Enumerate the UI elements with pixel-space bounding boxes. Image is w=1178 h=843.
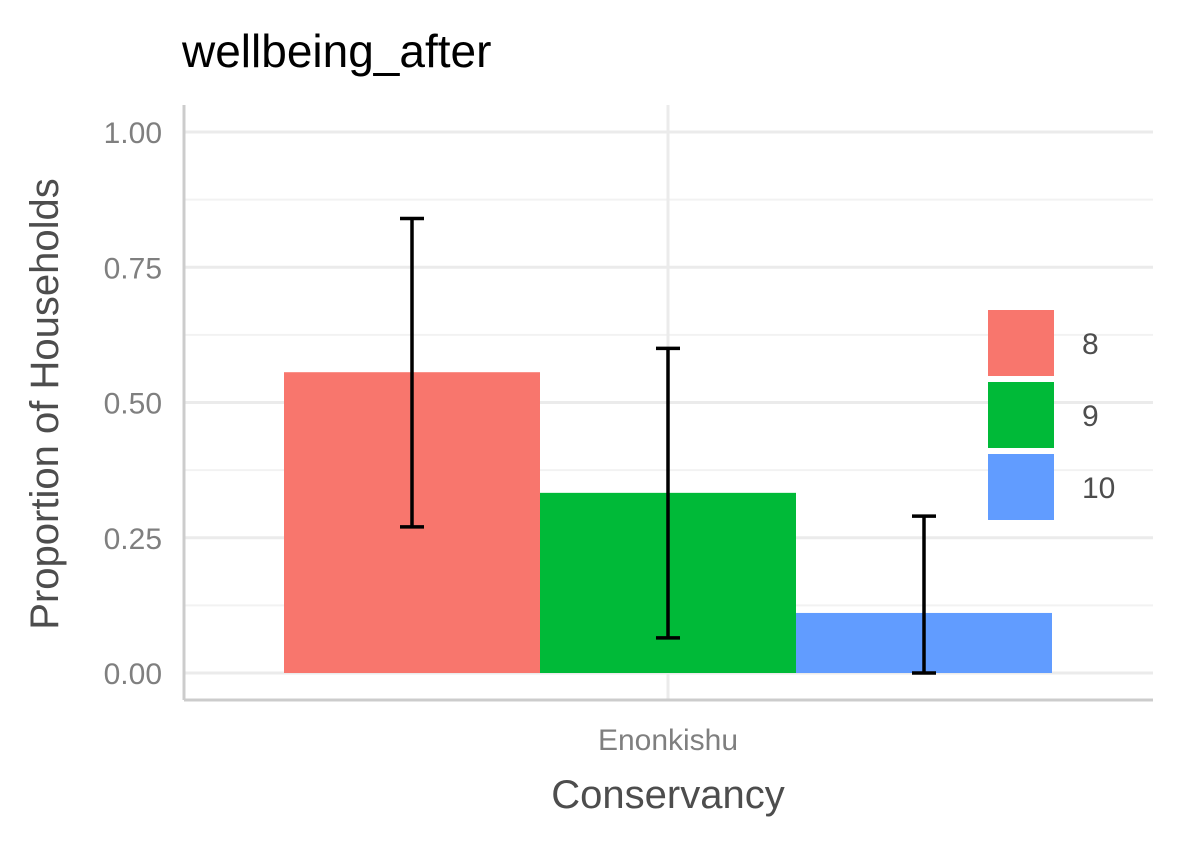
legend-label-10: 10 <box>1082 472 1115 505</box>
legend-key-9 <box>988 382 1054 448</box>
y-tick-label: 0.75 <box>104 252 162 285</box>
error-bar-series-8 <box>400 216 424 529</box>
legend-key-10 <box>988 454 1054 520</box>
legend-label-9: 9 <box>1082 400 1099 433</box>
y-tick-label: 0.25 <box>104 523 162 556</box>
legend-key-8 <box>988 310 1054 376</box>
legend: 8 9 10 <box>988 310 1115 520</box>
chart-title: wellbeing_after <box>181 25 491 77</box>
x-tick-labels: Enonkishu <box>598 724 738 757</box>
y-tick-label: 0.00 <box>104 658 162 691</box>
y-axis-title: Proportion of Households <box>23 178 67 629</box>
error-bars <box>400 216 936 675</box>
y-tick-label: 0.50 <box>104 388 162 421</box>
x-axis-title: Conservancy <box>551 773 784 817</box>
y-tick-label: 1.00 <box>104 117 162 150</box>
legend-label-8: 8 <box>1082 328 1099 361</box>
y-tick-labels: 0.00 0.25 0.50 0.75 1.00 <box>104 117 162 691</box>
error-bar-series-9 <box>656 346 680 640</box>
error-bar-series-10 <box>912 514 936 675</box>
x-tick-label: Enonkishu <box>598 724 738 757</box>
